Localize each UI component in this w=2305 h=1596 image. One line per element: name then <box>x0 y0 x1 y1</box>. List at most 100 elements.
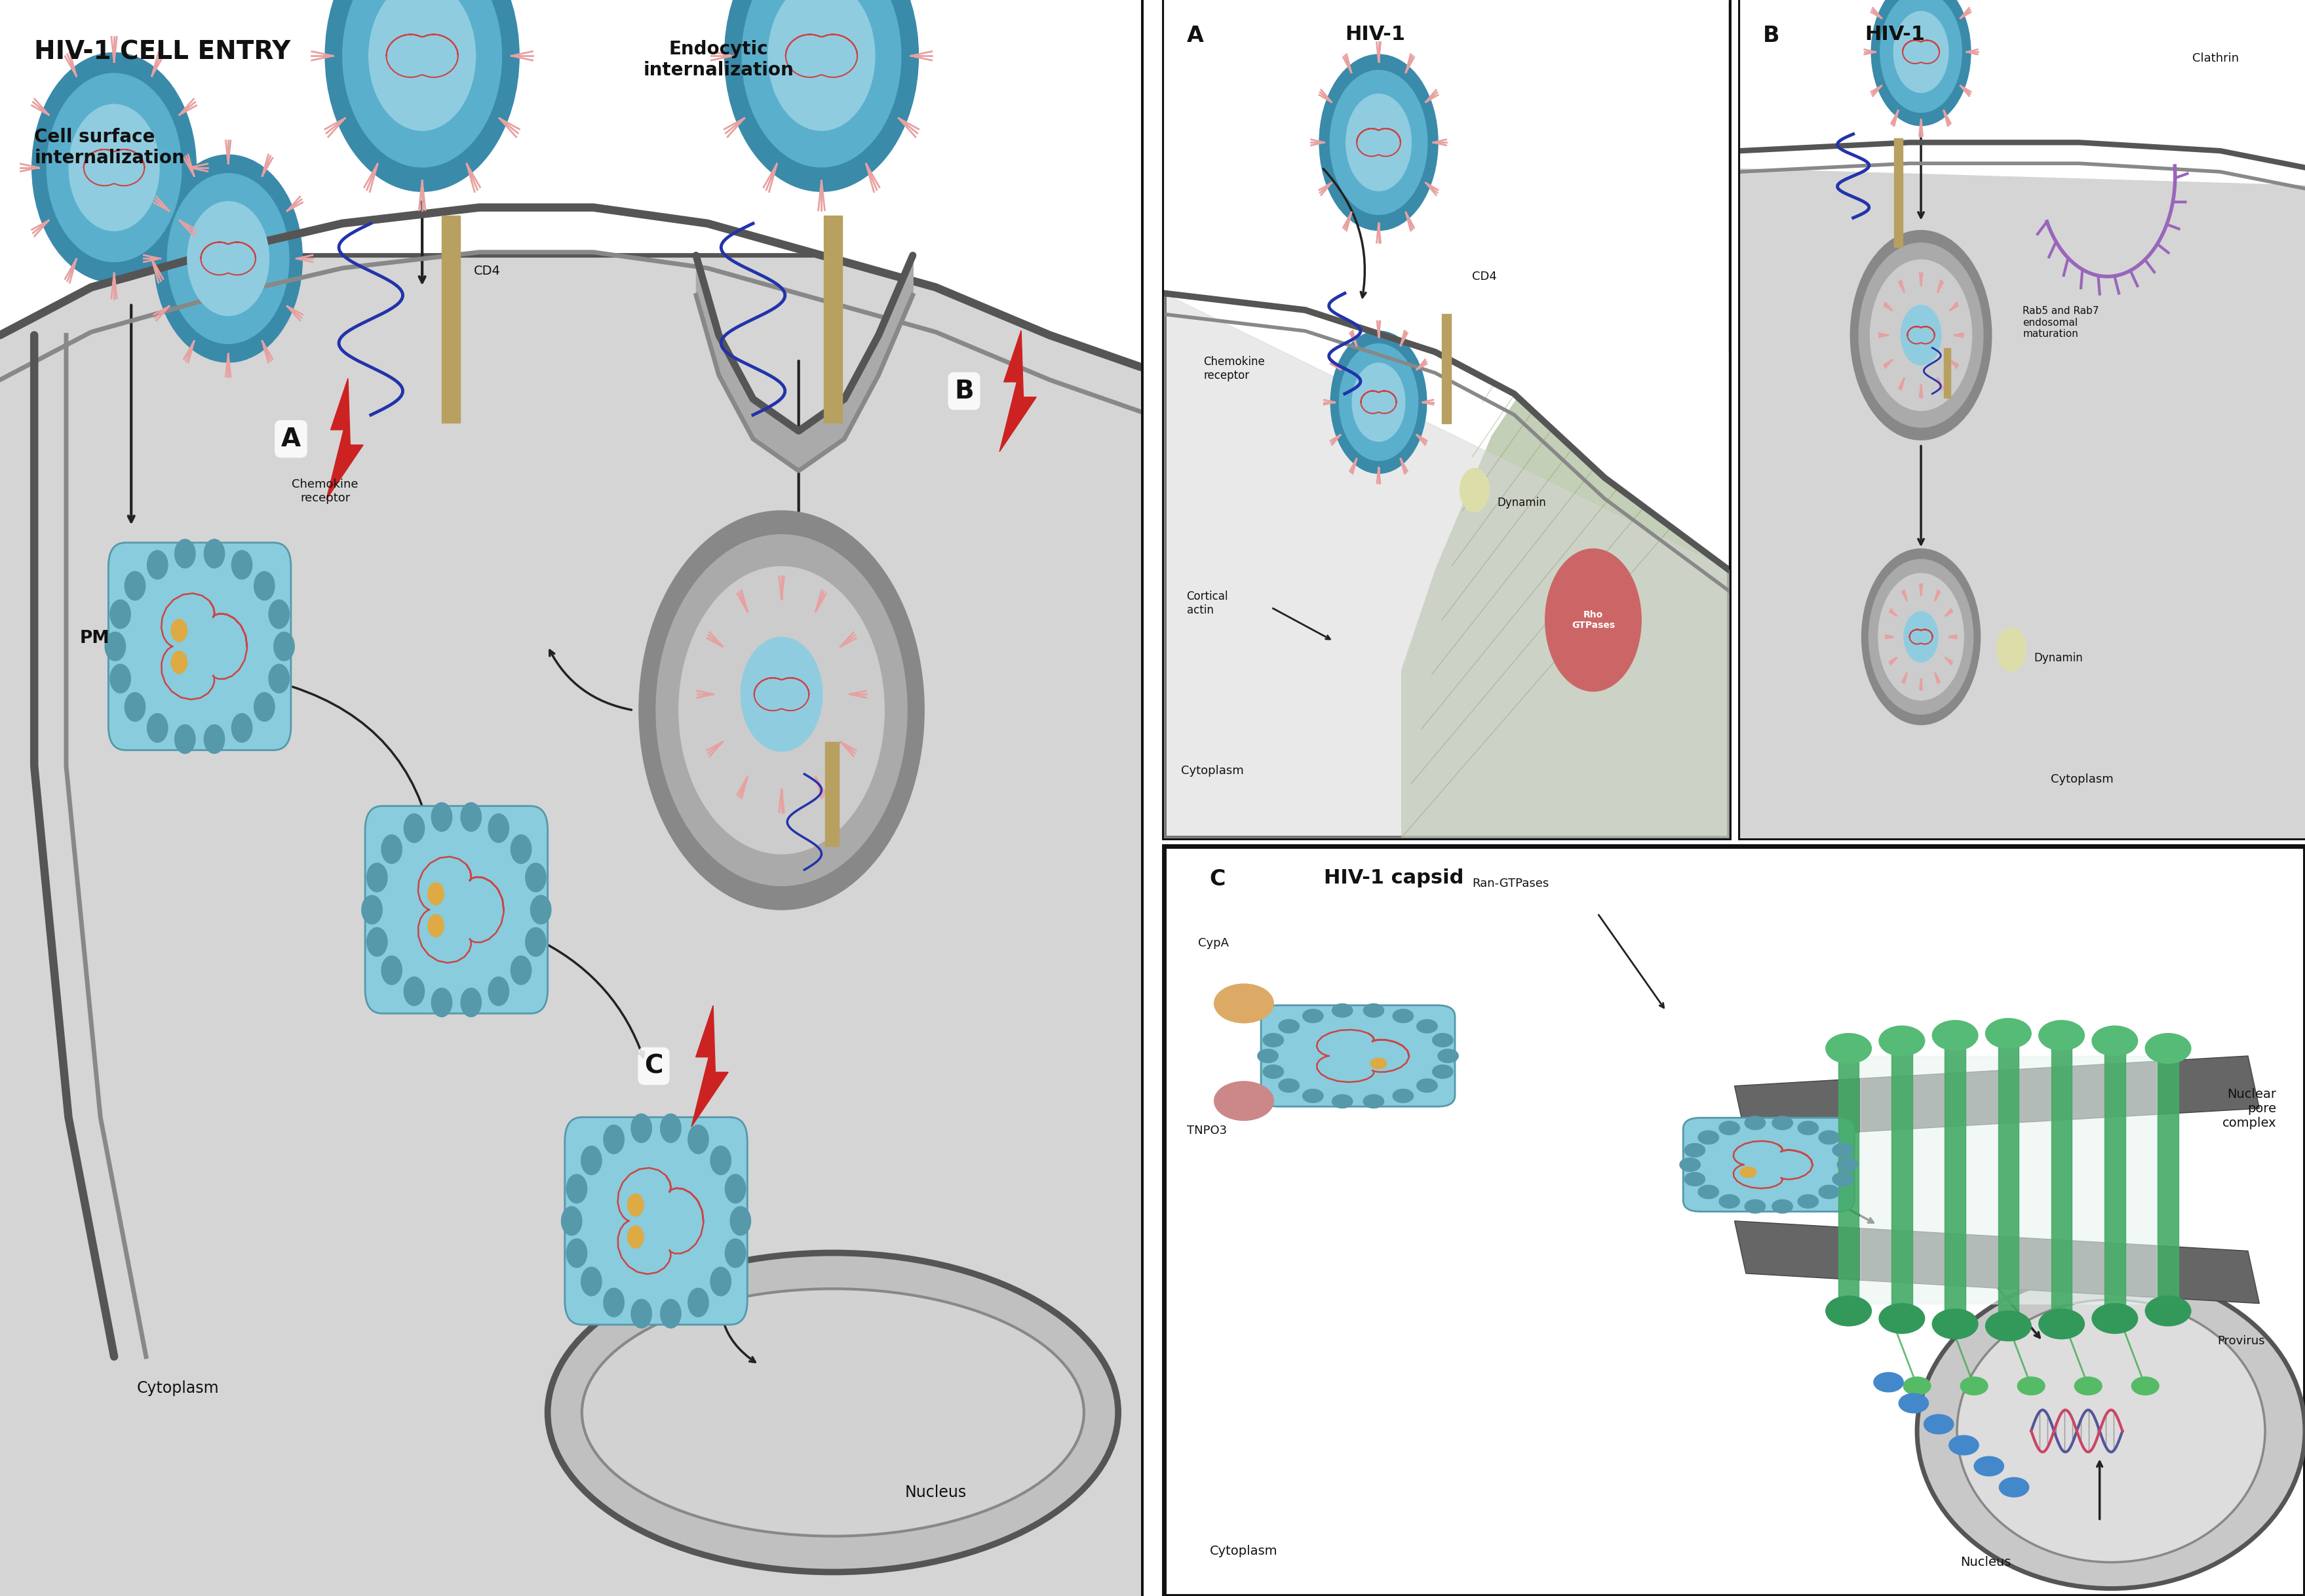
Circle shape <box>1883 281 1957 389</box>
Circle shape <box>627 1226 643 1248</box>
Bar <box>2104 1041 2125 1318</box>
Circle shape <box>1904 611 1939 662</box>
Circle shape <box>1996 627 2026 672</box>
Ellipse shape <box>581 1290 1083 1535</box>
Circle shape <box>1826 1034 1872 1063</box>
Circle shape <box>1798 1122 1819 1135</box>
Text: PM: PM <box>81 630 111 646</box>
Circle shape <box>1353 362 1406 442</box>
Circle shape <box>168 174 288 343</box>
Circle shape <box>581 1146 602 1175</box>
Circle shape <box>1330 70 1427 214</box>
FancyBboxPatch shape <box>1683 1117 1853 1211</box>
Text: Ran-GTPases: Ran-GTPases <box>1473 878 1549 889</box>
Circle shape <box>2038 1309 2084 1339</box>
Text: Provirus: Provirus <box>2217 1336 2266 1347</box>
Circle shape <box>205 725 224 753</box>
Circle shape <box>1263 1033 1284 1047</box>
Circle shape <box>1215 983 1275 1023</box>
Circle shape <box>1438 1049 1459 1063</box>
Circle shape <box>254 571 274 600</box>
Circle shape <box>32 53 196 282</box>
Circle shape <box>1745 1200 1766 1213</box>
Circle shape <box>1890 290 1950 380</box>
Circle shape <box>1371 1058 1388 1069</box>
Circle shape <box>567 1238 588 1267</box>
Polygon shape <box>1733 1057 2259 1138</box>
Circle shape <box>205 539 224 568</box>
Circle shape <box>2093 1304 2137 1334</box>
Circle shape <box>768 0 876 131</box>
Text: A: A <box>281 426 302 452</box>
Circle shape <box>2146 1296 2190 1326</box>
Circle shape <box>1950 1435 1978 1456</box>
Circle shape <box>687 1125 708 1154</box>
Circle shape <box>726 1238 747 1267</box>
Circle shape <box>562 1207 581 1235</box>
Text: Cytoplasm: Cytoplasm <box>2051 774 2114 785</box>
Circle shape <box>231 713 251 742</box>
Circle shape <box>581 1267 602 1296</box>
Circle shape <box>530 895 551 924</box>
Text: A: A <box>1187 26 1203 46</box>
Polygon shape <box>1401 353 1729 838</box>
Text: B: B <box>954 378 973 404</box>
Circle shape <box>1879 1026 1925 1057</box>
Circle shape <box>403 814 424 843</box>
FancyBboxPatch shape <box>364 806 549 1013</box>
Circle shape <box>1962 1377 1987 1395</box>
Circle shape <box>1973 1457 2003 1476</box>
Text: TNPO3: TNPO3 <box>1187 1125 1226 1136</box>
Circle shape <box>1215 1082 1275 1120</box>
Circle shape <box>1819 1186 1839 1199</box>
Text: HIV-1 CELL ENTRY: HIV-1 CELL ENTRY <box>35 40 290 65</box>
Circle shape <box>2075 1377 2102 1395</box>
Bar <box>823 215 841 423</box>
Circle shape <box>369 0 475 131</box>
Bar <box>2051 1036 2072 1325</box>
Circle shape <box>1881 0 1962 112</box>
Circle shape <box>1332 1004 1353 1017</box>
Circle shape <box>1869 260 1971 410</box>
Text: Clathrin: Clathrin <box>2192 53 2238 64</box>
Text: Nuclear
pore
complex: Nuclear pore complex <box>2222 1088 2277 1128</box>
Circle shape <box>1720 1122 1740 1135</box>
Circle shape <box>708 591 855 798</box>
Circle shape <box>171 651 187 674</box>
Circle shape <box>567 1175 588 1203</box>
Circle shape <box>1302 1009 1323 1023</box>
Circle shape <box>231 551 251 579</box>
Text: Nucleus: Nucleus <box>1959 1556 2010 1569</box>
Circle shape <box>1392 1009 1413 1023</box>
Ellipse shape <box>1918 1274 2305 1588</box>
Circle shape <box>1459 468 1489 512</box>
Circle shape <box>680 567 885 854</box>
Circle shape <box>431 803 452 832</box>
Bar <box>1860 1057 2157 1304</box>
Circle shape <box>1279 1079 1300 1092</box>
Circle shape <box>2132 1377 2160 1395</box>
Circle shape <box>1819 1130 1839 1144</box>
Text: Rho
GTPases: Rho GTPases <box>1572 610 1616 630</box>
Circle shape <box>721 610 841 779</box>
Bar <box>1945 1036 1966 1325</box>
Circle shape <box>1832 1173 1853 1186</box>
Polygon shape <box>327 378 364 500</box>
Circle shape <box>1904 1377 1932 1395</box>
Circle shape <box>343 0 502 168</box>
Circle shape <box>1259 1049 1277 1063</box>
Circle shape <box>1279 1020 1300 1033</box>
Circle shape <box>1832 1143 1853 1157</box>
Bar <box>2157 1049 2178 1310</box>
Circle shape <box>154 155 302 362</box>
Circle shape <box>1302 1088 1323 1103</box>
Bar <box>825 742 839 846</box>
Circle shape <box>148 551 168 579</box>
Circle shape <box>1330 330 1427 474</box>
Bar <box>1943 348 1950 397</box>
Circle shape <box>627 1194 643 1216</box>
Text: HIV-1: HIV-1 <box>1865 26 1925 45</box>
Circle shape <box>604 1288 625 1317</box>
Circle shape <box>1339 343 1418 461</box>
Circle shape <box>731 1207 751 1235</box>
